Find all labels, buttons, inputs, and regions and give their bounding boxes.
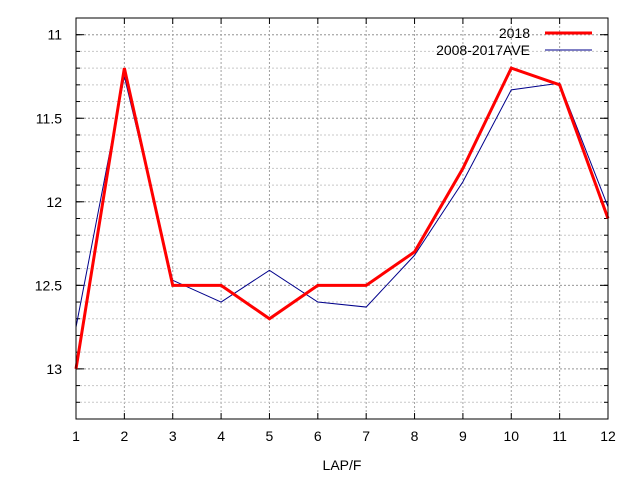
y-tick-label: 11.5 [36,110,62,126]
y-tick-label: 12.5 [35,277,62,293]
x-tick-label: 12 [600,428,616,444]
legend-label: 2018 [499,25,530,41]
grid [75,18,609,419]
x-tick-label: 8 [411,428,419,444]
x-tick-label: 10 [503,428,519,444]
legend-label: 2008-2017AVE [436,42,530,58]
plot-frame [75,17,609,420]
x-tick-label: 11 [552,428,567,444]
x-tick-label: 9 [459,428,467,444]
y-axis-tick-labels: 11 11.5 12 12.5 13 [35,27,62,377]
y-tick-label: 11 [47,27,62,43]
x-tick-label: 4 [217,428,225,444]
x-tick-label: 7 [362,428,370,444]
series-line-0 [74,66,610,370]
x-tick-label: 3 [169,428,177,444]
x-axis-tick-labels: 1 2 3 4 5 6 7 8 9 10 11 12 [72,428,616,444]
x-tick-label: 2 [120,428,128,444]
x-tick-label: 6 [314,428,322,444]
y-tick-label: 12 [46,194,62,210]
x-tick-label: 5 [266,428,274,444]
x-axis-label: LAP/F [323,457,362,473]
y-tick-label: 13 [46,361,62,377]
x-tick-label: 1 [72,428,80,444]
